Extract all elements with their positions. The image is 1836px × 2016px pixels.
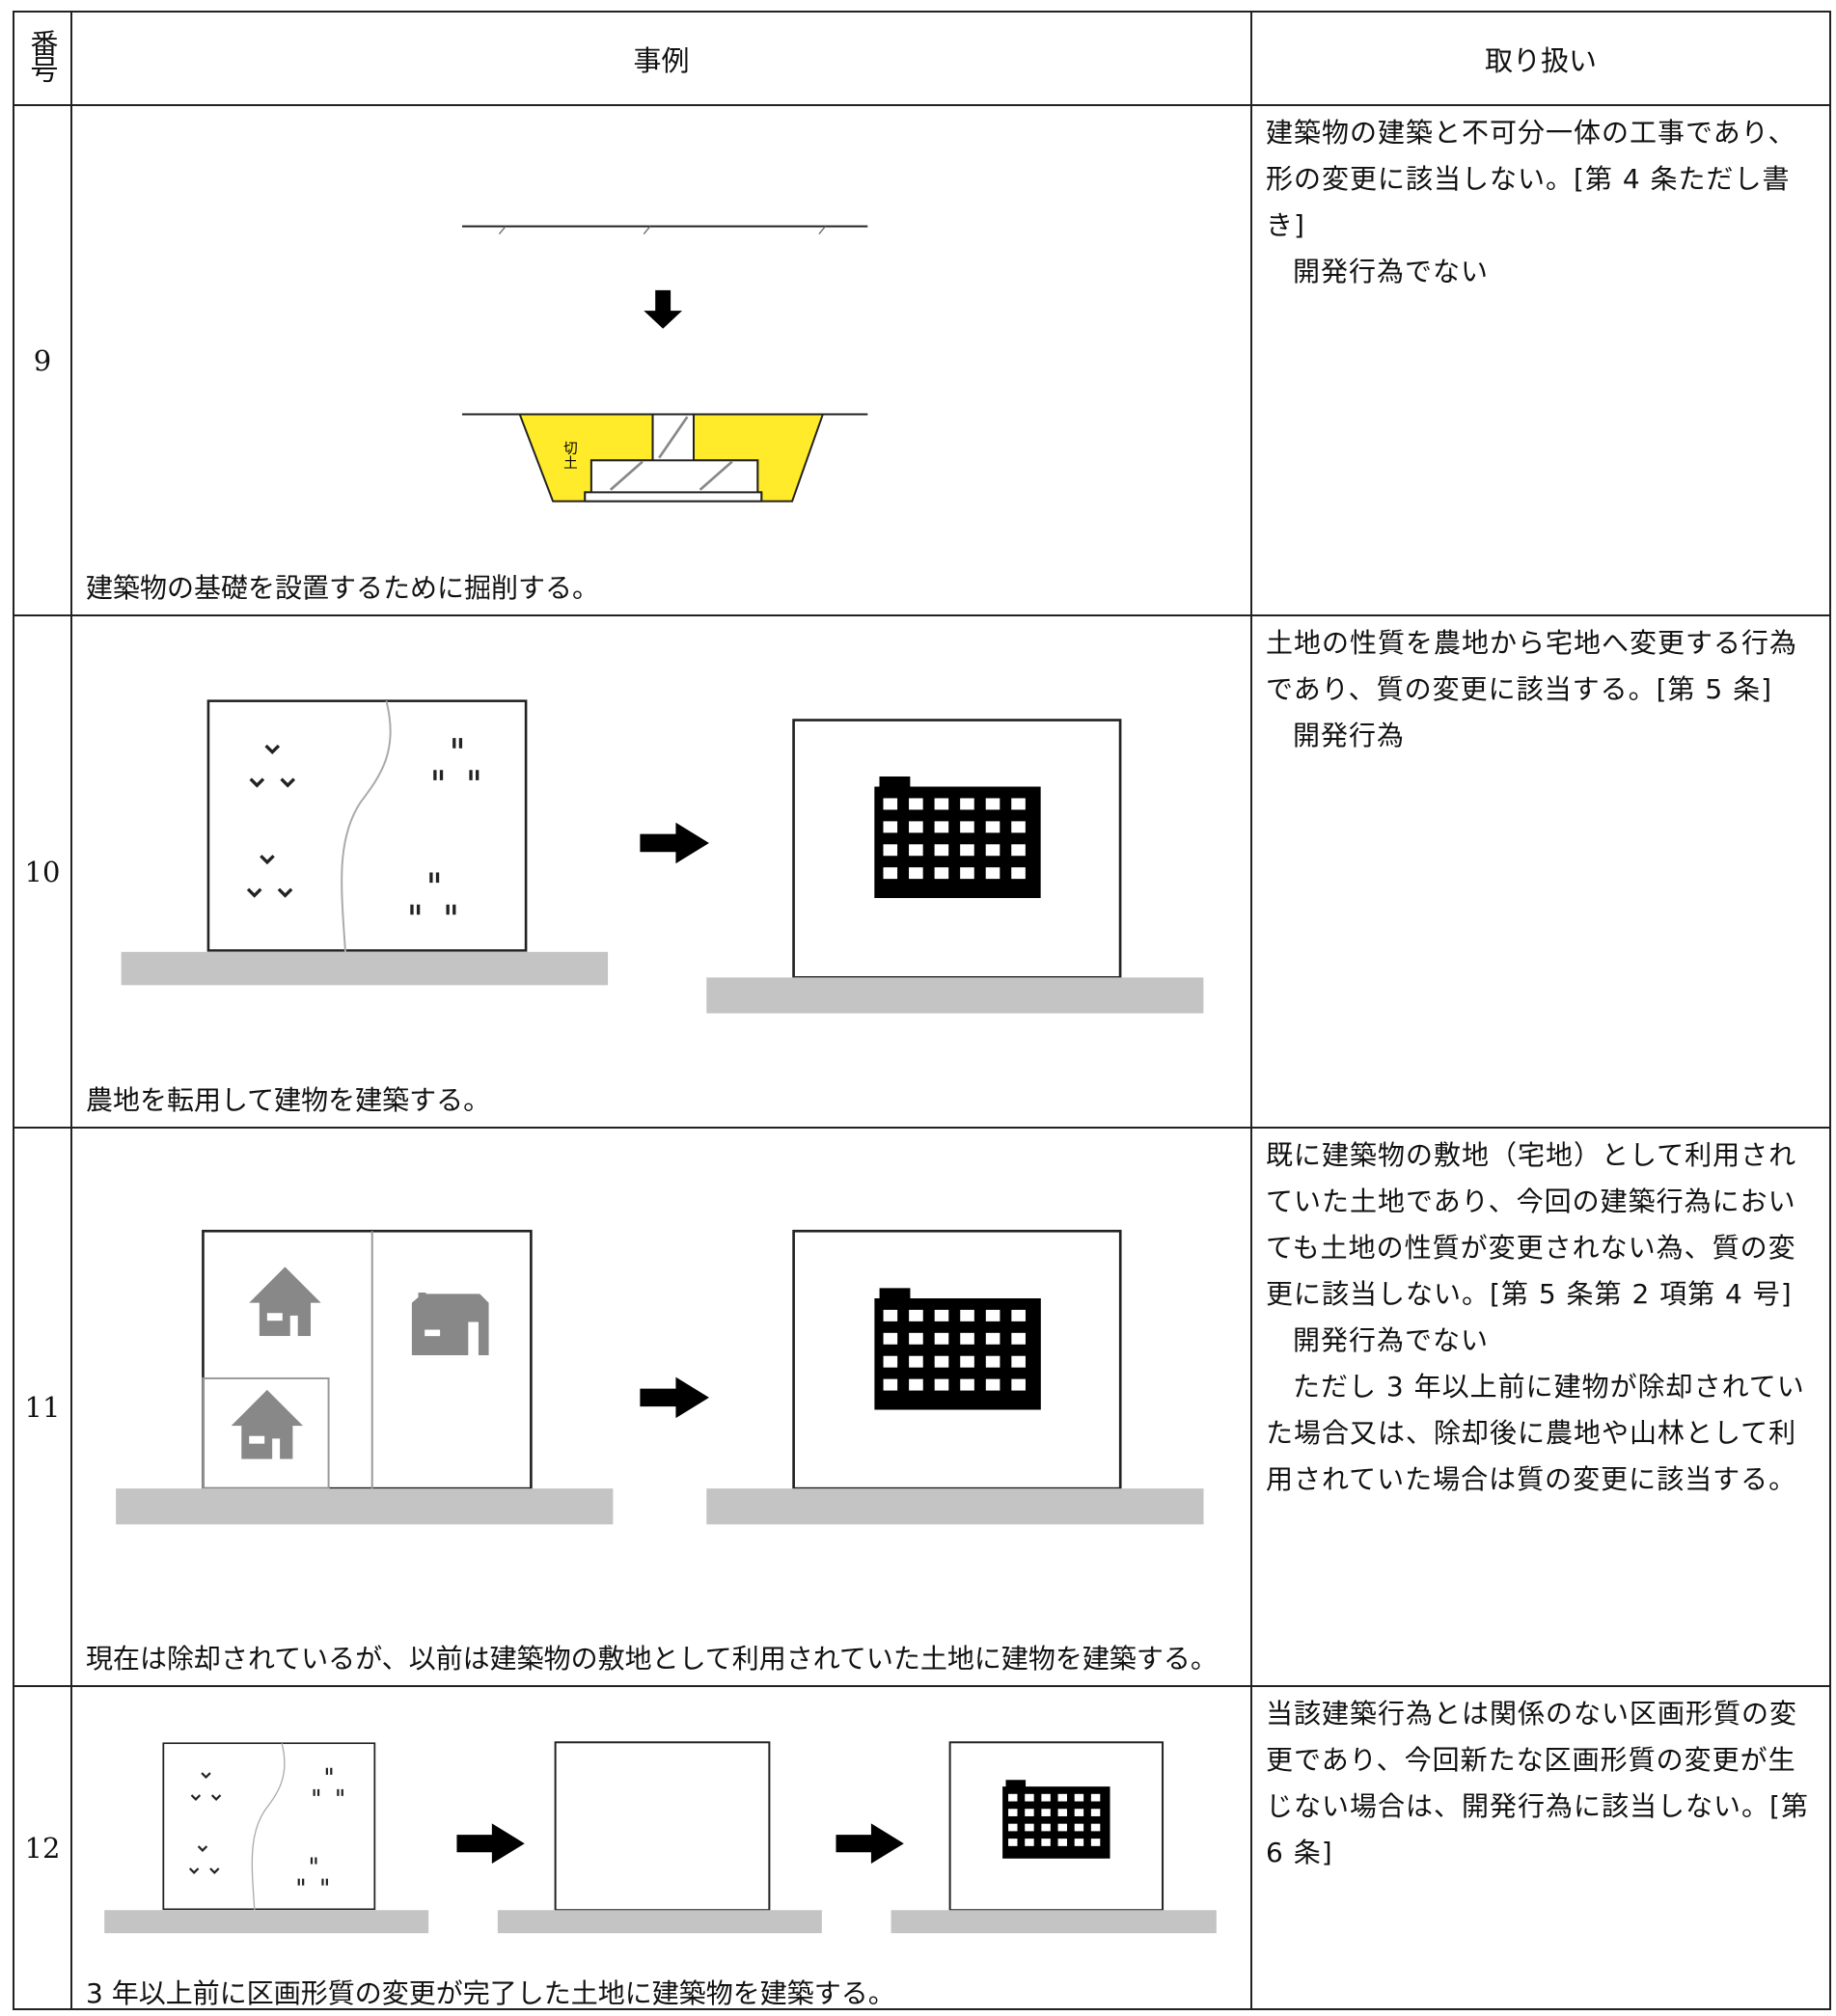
case-cell: 現在は除却されているが、以前は建築物の敷地として利用されていた土地に建物を建築す… bbox=[70, 1127, 1252, 1687]
handling-cell: 既に建築物の敷地（宅地）として利用されていた土地であり、今回の建築行為においても… bbox=[1250, 1127, 1831, 1687]
case-caption: 農地を転用して建物を建築する。 bbox=[86, 1084, 491, 1116]
case-caption: 現在は除却されているが、以前は建築物の敷地として利用されていた土地に建物を建築す… bbox=[86, 1643, 1218, 1675]
handling-text: 建築物の建築と不可分一体の工事であり、形の変更に該当しない。[第 4 条ただし書… bbox=[1266, 117, 1796, 241]
table: 番号 事例 取り扱い 9 切土 建築物の基礎を設置するために掘削する。 建築物の… bbox=[13, 11, 1831, 2010]
illustration bbox=[116, 1229, 1204, 1525]
case-cell: 3 年以上前に区画形質の変更が完了した土地に建築物を建築する。 bbox=[70, 1685, 1252, 2010]
header-cell: 事例 bbox=[70, 11, 1252, 106]
row: 12 3 年以上前に区画形質の変更が完了した土地に建築物を建築する。 当該建築行… bbox=[13, 1685, 1831, 2010]
case-caption: 建築物の基礎を設置するために掘削する。 bbox=[86, 572, 600, 604]
header-row: 番号 事例 取り扱い bbox=[13, 11, 1831, 106]
handling-text: 開発行為でない bbox=[1293, 1324, 1490, 1356]
row-number: 12 bbox=[13, 1685, 72, 2010]
case-cell: 切土 建築物の基礎を設置するために掘削する。 bbox=[70, 104, 1252, 616]
row-number: 11 bbox=[13, 1127, 72, 1687]
header-cell: 取り扱い bbox=[1250, 11, 1831, 106]
handling-cell: 土地の性質を農地から宅地へ変更する行為であり、質の変更に該当する。[第 5 条]… bbox=[1250, 614, 1831, 1129]
header-text: 番号 bbox=[26, 29, 59, 81]
case-cell: 農地を転用して建物を建築する。 bbox=[70, 614, 1252, 1129]
handling-text: 土地の性質を農地から宅地へ変更する行為であり、質の変更に該当する。[第 5 条] bbox=[1266, 627, 1798, 705]
handling-cell: 建築物の建築と不可分一体の工事であり、形の変更に該当しない。[第 4 条ただし書… bbox=[1250, 104, 1831, 616]
handling-text: 既に建築物の敷地（宅地）として利用されていた土地であり、今回の建築行為においても… bbox=[1266, 1139, 1797, 1310]
fill-label: 切土 bbox=[562, 441, 578, 470]
handling-text: ただし 3 年以上前に建物が除却されていた場合又は、除却後に農地や山林として利用… bbox=[1266, 1371, 1805, 1495]
row-number: 9 bbox=[13, 104, 72, 616]
handling-text: 開発行為でない bbox=[1293, 256, 1490, 287]
row: 9 切土 建築物の基礎を設置するために掘削する。 建築物の建築と不可分一体の工事… bbox=[13, 104, 1831, 616]
illustration bbox=[121, 699, 1204, 1014]
header-cell: 番号 bbox=[13, 11, 72, 106]
handling-text: 開発行為 bbox=[1293, 720, 1406, 751]
handling-cell: 当該建築行為とは関係のない区画形質の変更であり、今回新たな区画形質の変更が生じな… bbox=[1250, 1685, 1831, 2010]
case-caption: 3 年以上前に区画形質の変更が完了した土地に建築物を建築する。 bbox=[86, 1977, 895, 2009]
illustration: 切土 bbox=[462, 225, 868, 503]
illustration bbox=[104, 1741, 1217, 1934]
row: 11 現在は除却されているが、以前は建築物の敷地として利用されていた土地に建物を… bbox=[13, 1127, 1831, 1687]
row-number: 10 bbox=[13, 614, 72, 1129]
row: 10 農地を転用して建物を建築する。 土地の性質を農地から宅地へ変更する行為であ… bbox=[13, 614, 1831, 1129]
handling-text: 当該建築行為とは関係のない区画形質の変更であり、今回新たな区画形質の変更が生じな… bbox=[1266, 1698, 1809, 1868]
